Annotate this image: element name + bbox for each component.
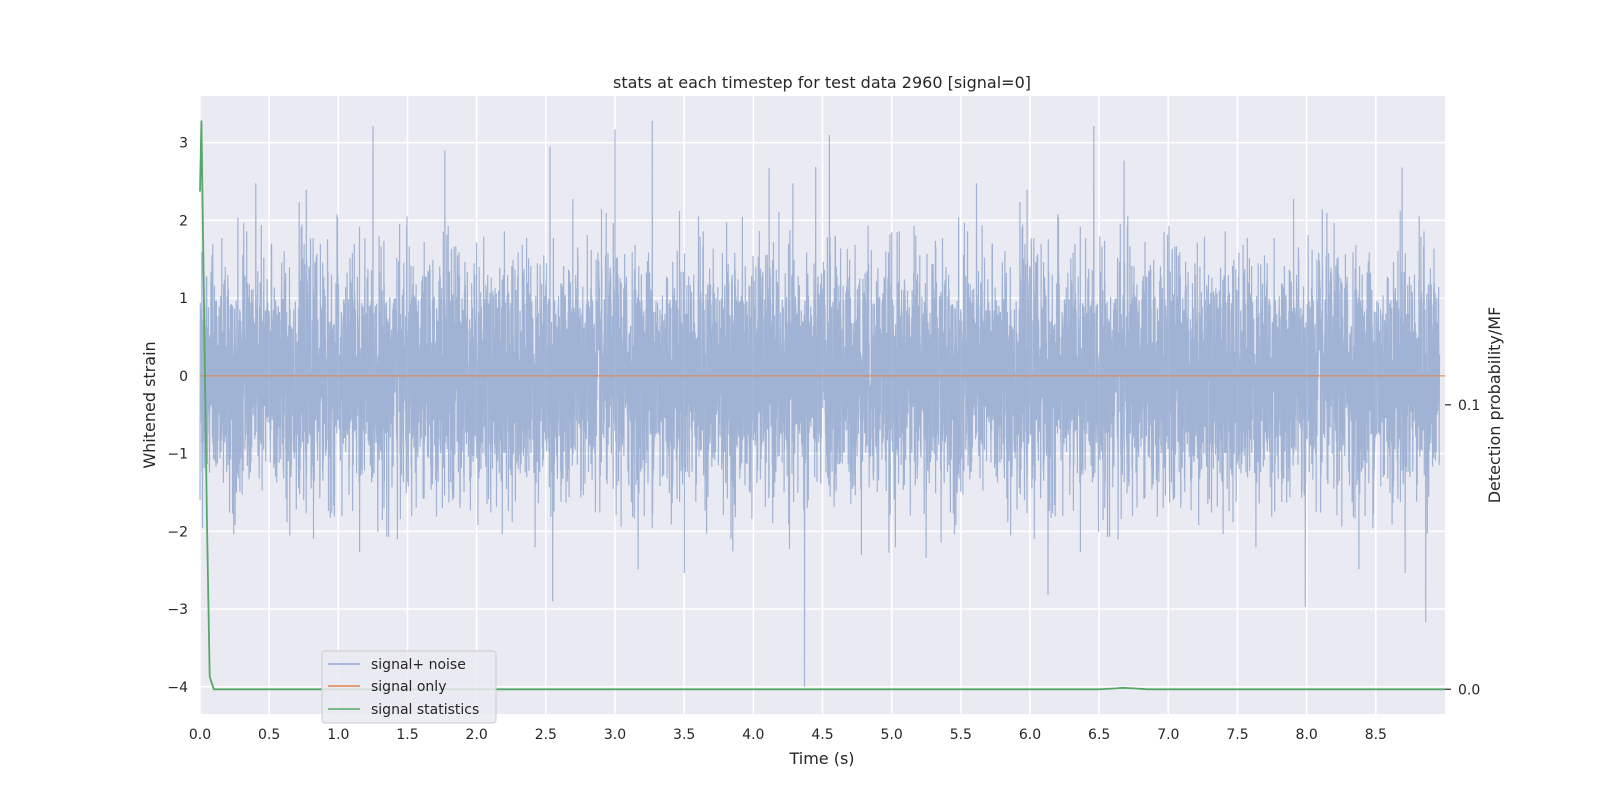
y-tick-label: −4	[167, 680, 188, 696]
y-tick-label: 2	[179, 213, 188, 229]
chart-title: stats at each timestep for test data 296…	[613, 73, 1031, 92]
legend-box	[321, 650, 497, 724]
x-tick-label: 6.5	[1088, 727, 1110, 743]
y-tick-label: 3	[179, 136, 188, 152]
legend-label-signal-only: signal only	[371, 679, 446, 695]
y-tick-label: −1	[167, 447, 188, 463]
y-axis-ticks: −4 −3 −2 −1 0 1 2 3	[167, 136, 188, 696]
legend-label-signal-plus-noise: signal+ noise	[371, 657, 466, 673]
y2-axis-label: Detection probability/MF	[1485, 307, 1504, 504]
x-tick-label: 8.5	[1365, 727, 1387, 743]
signal-plus-noise-line	[199, 120, 1441, 687]
x-tick-label: 6.0	[1019, 727, 1041, 743]
x-tick-label: 7.0	[1157, 727, 1179, 743]
y2-tick-label: 0.1	[1458, 398, 1480, 414]
x-tick-label: 1.0	[327, 727, 349, 743]
legend-label-signal-statistics: signal statistics	[371, 702, 479, 718]
y-axis-label: Whitened strain	[140, 341, 159, 468]
x-tick-label: 3.5	[673, 727, 695, 743]
x-tick-label: 0.5	[258, 727, 280, 743]
y2-axis-ticks: 0.0 0.1	[1445, 398, 1480, 698]
x-tick-label: 7.5	[1226, 727, 1248, 743]
signal-statistics-line	[199, 120, 1445, 691]
x-tick-label: 1.5	[396, 727, 418, 743]
x-axis-label: Time (s)	[788, 749, 854, 768]
series-signal-plus-noise	[199, 120, 1441, 687]
x-tick-label: 0.0	[189, 727, 211, 743]
x-tick-label: 4.0	[742, 727, 764, 743]
series-signal-statistics	[199, 120, 1445, 691]
y-tick-label: 0	[179, 369, 188, 385]
x-tick-label: 4.5	[811, 727, 833, 743]
legend: signal+ noise signal only signal statist…	[321, 650, 497, 724]
y-tick-label: −3	[167, 602, 188, 618]
y2-tick-label: 0.0	[1458, 682, 1480, 698]
x-tick-label: 8.0	[1296, 727, 1318, 743]
x-axis-ticks: 0.0 0.5 1.0 1.5 2.0 2.5 3.0 3.5 4.0 4.5 5.0 5.5 6.0 6…	[189, 727, 1387, 743]
x-tick-label: 2.0	[466, 727, 488, 743]
x-tick-label: 5.5	[950, 727, 972, 743]
x-tick-label: 2.5	[535, 727, 557, 743]
x-tick-label: 3.0	[604, 727, 626, 743]
y-tick-label: 1	[179, 291, 188, 307]
x-tick-label: 5.0	[881, 727, 903, 743]
y-tick-label: −2	[167, 524, 188, 540]
